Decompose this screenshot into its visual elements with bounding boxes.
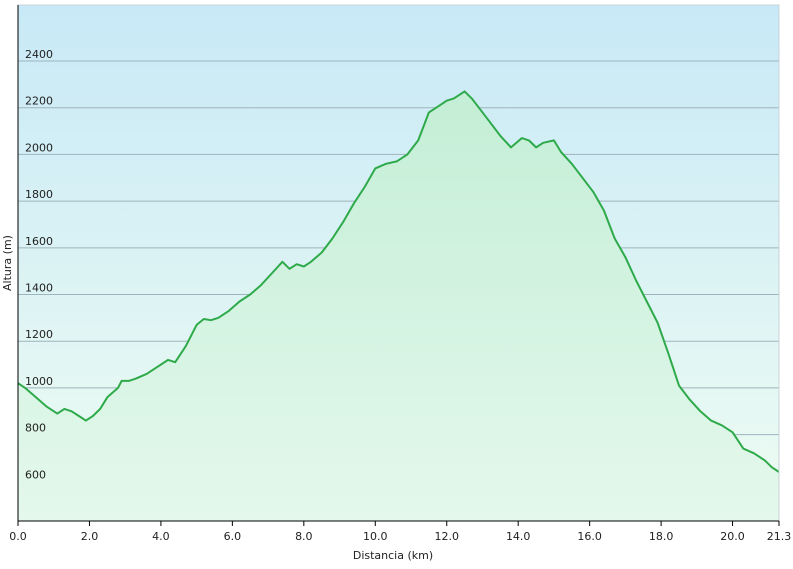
elevation-area-fill bbox=[18, 91, 779, 521]
y-tick-label: 1600 bbox=[25, 235, 53, 248]
y-axis-title: Altura (m) bbox=[1, 235, 14, 291]
x-tick-label: 16.0 bbox=[577, 530, 602, 543]
y-axis-ticks: 600 800 1000 1200 1400 1600 1800 2000 2200 2400 bbox=[25, 48, 53, 481]
x-tick-label: 14.0 bbox=[506, 530, 531, 543]
x-tick-label: 20.0 bbox=[720, 530, 745, 543]
x-tick-label: 8.0 bbox=[295, 530, 313, 543]
x-tick-label: 4.0 bbox=[152, 530, 170, 543]
x-tick-label: 0.0 bbox=[9, 530, 27, 543]
y-tick-label: 2000 bbox=[25, 141, 53, 154]
y-tick-label: 600 bbox=[25, 468, 46, 481]
x-tick-label: 21.3 bbox=[767, 530, 792, 543]
x-axis-ticks: 0.0 2.0 4.0 6.0 8.0 10.0 12.0 14.0 16.0 18.0 20.0 2… bbox=[9, 521, 791, 543]
x-tick-label: 12.0 bbox=[434, 530, 459, 543]
elevation-line bbox=[18, 90, 779, 473]
y-tick-label: 1200 bbox=[25, 328, 53, 341]
y-tick-label: 800 bbox=[25, 422, 46, 435]
x-tick-label: 6.0 bbox=[224, 530, 242, 543]
y-tick-label: 1800 bbox=[25, 188, 53, 201]
y-tick-label: 2400 bbox=[25, 48, 53, 61]
y-tick-label: 1000 bbox=[25, 375, 53, 388]
x-tick-label: 2.0 bbox=[81, 530, 99, 543]
x-axis-title: Distancia (km) bbox=[353, 549, 433, 562]
y-tick-label: 2200 bbox=[25, 95, 53, 108]
x-tick-label: 10.0 bbox=[363, 530, 388, 543]
y-tick-label: 1400 bbox=[25, 282, 53, 295]
x-tick-label: 18.0 bbox=[649, 530, 674, 543]
